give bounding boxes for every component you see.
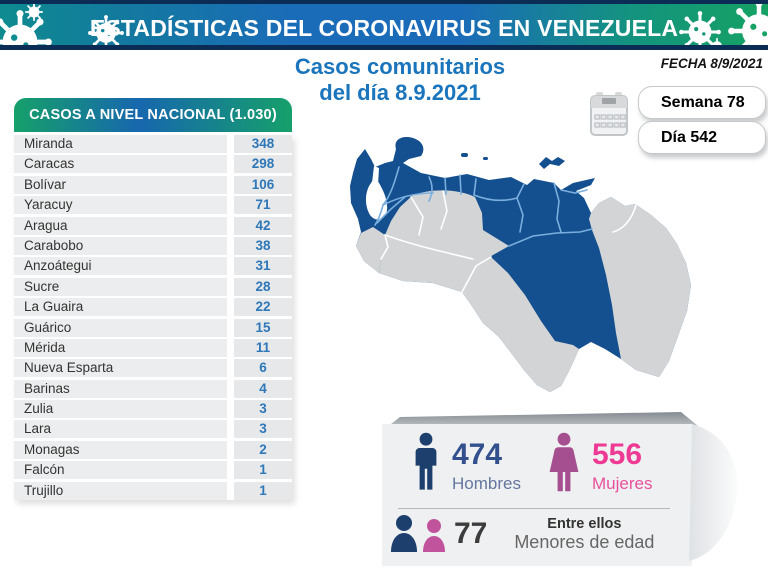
case-count: 71	[234, 196, 292, 215]
virus-icon	[679, 11, 721, 45]
table-row: La Guaira 22	[14, 298, 292, 317]
case-count: 348	[234, 135, 292, 153]
menores-stat: 77 Entre ellos Menores de edad	[390, 514, 673, 554]
table-row: Anzoátegui 31	[14, 257, 292, 276]
hombres-value: 474	[452, 438, 503, 471]
venezuela-map	[350, 137, 691, 392]
state-name: Aragua	[14, 216, 227, 235]
table-row: Aragua 42	[14, 216, 292, 235]
table-row: Sucre 28	[14, 277, 292, 296]
semana-badge: Semana 78	[638, 86, 766, 119]
table-row: Yaracuy 71	[14, 196, 292, 215]
table-row: Mérida 11	[14, 338, 292, 357]
table-row: Nueva Esparta 6	[14, 359, 292, 378]
case-count: 106	[234, 175, 292, 194]
table-row: Bolívar 106	[14, 175, 292, 194]
state-name: Trujillo	[14, 481, 227, 500]
state-name: Lara	[14, 420, 227, 439]
stats-panel-background	[382, 412, 738, 566]
hombres-label: Hombres	[452, 474, 521, 493]
page-title-line1: Casos comunitarios	[294, 54, 506, 79]
table-row: Miranda 348	[14, 135, 292, 153]
case-count: 38	[234, 236, 292, 255]
case-count: 6	[234, 359, 292, 378]
child-bust-icons	[391, 515, 445, 552]
mujeres-stat: 556 Mujeres	[546, 432, 652, 496]
gender-stats-panel: 474 Hombres 556 Mujeres 77 Entre ellos	[376, 408, 761, 576]
case-count: 11	[234, 338, 292, 357]
state-name: La Guaira	[14, 298, 227, 317]
state-name: Barinas	[14, 379, 227, 398]
virus-icon	[88, 15, 124, 45]
state-name: Sucre	[14, 277, 227, 296]
cases-table-rows: Miranda 348 Caracas 298 Bolívar 106 Yaracuy…	[14, 135, 292, 500]
menores-label-line2: Menores de edad	[514, 531, 655, 552]
state-name: Carabobo	[14, 236, 227, 255]
menores-value: 77	[454, 517, 488, 550]
state-name: Caracas	[14, 155, 227, 174]
case-count: 4	[234, 379, 292, 398]
table-row: Monagas 2	[14, 440, 292, 459]
hombres-stat: 474 Hombres	[410, 432, 521, 496]
state-name: Miranda	[14, 135, 227, 153]
case-count: 2	[234, 440, 292, 459]
menores-label-line1: Entre ellos	[547, 515, 622, 532]
state-name: Falcón	[14, 461, 227, 480]
table-row: Lara 3	[14, 420, 292, 439]
table-row: Zulia 3	[14, 400, 292, 419]
state-name: Bolívar	[14, 175, 227, 194]
cases-table-header: CASOS A NIVEL NACIONAL (1.030)	[14, 98, 292, 132]
case-count: 15	[234, 318, 292, 337]
mujeres-label: Mujeres	[592, 474, 653, 493]
fecha-label: FECHA 8/9/2021	[660, 56, 763, 71]
virus-icon	[24, 4, 44, 22]
state-name: Monagas	[14, 440, 227, 459]
table-row: Barinas 4	[14, 379, 292, 398]
female-person-icon	[549, 432, 579, 492]
case-count: 3	[234, 400, 292, 419]
state-name: Mérida	[14, 338, 227, 357]
virus-icon	[712, 37, 722, 45]
state-name: Anzoátegui	[14, 257, 227, 276]
case-count: 28	[234, 277, 292, 296]
cases-table: CASOS A NIVEL NACIONAL (1.030) Miranda 34…	[14, 98, 292, 500]
dia-badge: Día 542	[638, 121, 766, 154]
top-banner: ESTADÍSTICAS DEL CORONAVIRUS EN VENEZUEL…	[0, 0, 768, 50]
table-row: Falcón 1	[14, 461, 292, 480]
state-name: Guárico	[14, 318, 227, 337]
state-name: Yaracuy	[14, 196, 227, 215]
case-count: 31	[234, 257, 292, 276]
table-row: Caracas 298	[14, 155, 292, 174]
page-title-line2: del día 8.9.2021	[319, 80, 481, 106]
banner-title: ESTADÍSTICAS DEL CORONAVIRUS EN VENEZUEL…	[89, 15, 679, 41]
mujeres-value: 556	[592, 438, 643, 471]
virus-icon	[0, 10, 52, 45]
table-row: Guárico 15	[14, 318, 292, 337]
state-name: Zulia	[14, 400, 227, 419]
case-count: 3	[234, 420, 292, 439]
case-count: 22	[234, 298, 292, 317]
case-count: 42	[234, 216, 292, 235]
case-count: 1	[234, 481, 292, 500]
stats-divider	[398, 508, 670, 509]
table-row: Trujillo 1	[14, 481, 292, 500]
page-title: Casos comunitarios del día 8.9.2021	[280, 54, 520, 107]
table-row: Carabobo 38	[14, 236, 292, 255]
male-person-icon	[415, 432, 437, 490]
state-name: Nueva Esparta	[14, 359, 227, 378]
case-count: 1	[234, 461, 292, 480]
virus-icon	[728, 4, 768, 45]
case-count: 298	[234, 155, 292, 174]
calendar-icon	[590, 92, 628, 136]
